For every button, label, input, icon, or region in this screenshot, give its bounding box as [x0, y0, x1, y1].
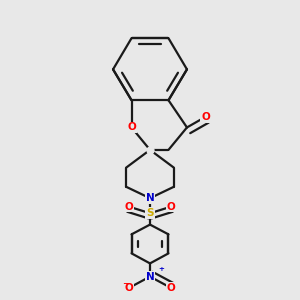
Text: O: O: [201, 112, 210, 122]
Text: S: S: [146, 208, 154, 218]
Text: O: O: [127, 122, 136, 132]
Text: O: O: [167, 202, 176, 212]
Text: +: +: [158, 266, 164, 272]
Text: O: O: [124, 283, 133, 293]
Text: N: N: [146, 193, 154, 203]
Text: O: O: [124, 202, 133, 212]
Text: −: −: [122, 279, 129, 288]
Text: O: O: [167, 283, 176, 293]
Text: N: N: [146, 272, 154, 282]
